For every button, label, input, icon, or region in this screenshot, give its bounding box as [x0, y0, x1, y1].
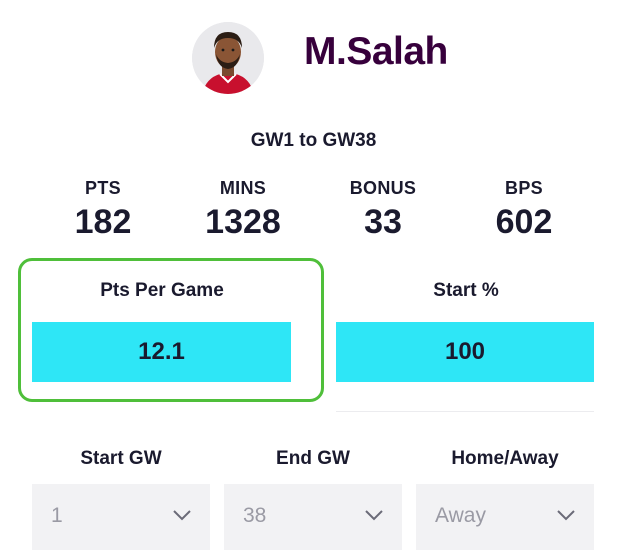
- metric-start-percent: Start % 100: [336, 260, 596, 382]
- metric-value-bar: 12.1: [32, 322, 291, 382]
- stat-value: 182: [74, 203, 132, 241]
- metric-value-bar: 100: [336, 322, 594, 382]
- metric-label: Start %: [433, 280, 499, 301]
- stat-value: 1328: [205, 203, 281, 241]
- select-value: 38: [243, 504, 267, 527]
- chevron-down-icon: [557, 510, 575, 521]
- player-avatar: [192, 22, 264, 94]
- end-gw-select[interactable]: 38: [224, 484, 402, 550]
- end-gw-filter: End GW 38: [224, 448, 402, 550]
- start-gw-filter: Start GW 1: [32, 448, 210, 550]
- select-value: Away: [435, 504, 486, 527]
- filter-label: Start GW: [80, 448, 162, 469]
- stat-bonus: BONUS 33: [303, 178, 463, 242]
- select-value: 1: [51, 504, 63, 527]
- player-avatar-icon: [192, 22, 264, 94]
- home-away-filter: Home/Away Away: [416, 448, 594, 550]
- chevron-down-icon: [365, 510, 383, 521]
- highlight-outline: [18, 258, 324, 402]
- start-gw-select[interactable]: 1: [32, 484, 210, 550]
- metric-label: Pts Per Game: [100, 280, 224, 301]
- stat-label: PTS: [85, 178, 121, 198]
- chevron-down-icon: [173, 510, 191, 521]
- divider: [336, 411, 594, 412]
- filter-label: End GW: [276, 448, 350, 469]
- stat-mins: MINS 1328: [163, 178, 323, 242]
- stat-pts: PTS 182: [23, 178, 183, 242]
- stat-label: BONUS: [349, 178, 417, 198]
- stat-value: 33: [364, 203, 402, 241]
- metric-pts-per-game: Pts Per Game 12.1: [32, 260, 292, 382]
- stat-label: BPS: [505, 178, 543, 198]
- home-away-select[interactable]: Away: [416, 484, 594, 550]
- player-name: M.Salah: [304, 30, 448, 73]
- filter-label: Home/Away: [451, 448, 559, 469]
- stat-bps: BPS 602: [444, 178, 604, 242]
- gameweek-range: GW1 to GW38: [250, 130, 377, 151]
- stat-label: MINS: [219, 178, 267, 198]
- stat-value: 602: [495, 203, 553, 241]
